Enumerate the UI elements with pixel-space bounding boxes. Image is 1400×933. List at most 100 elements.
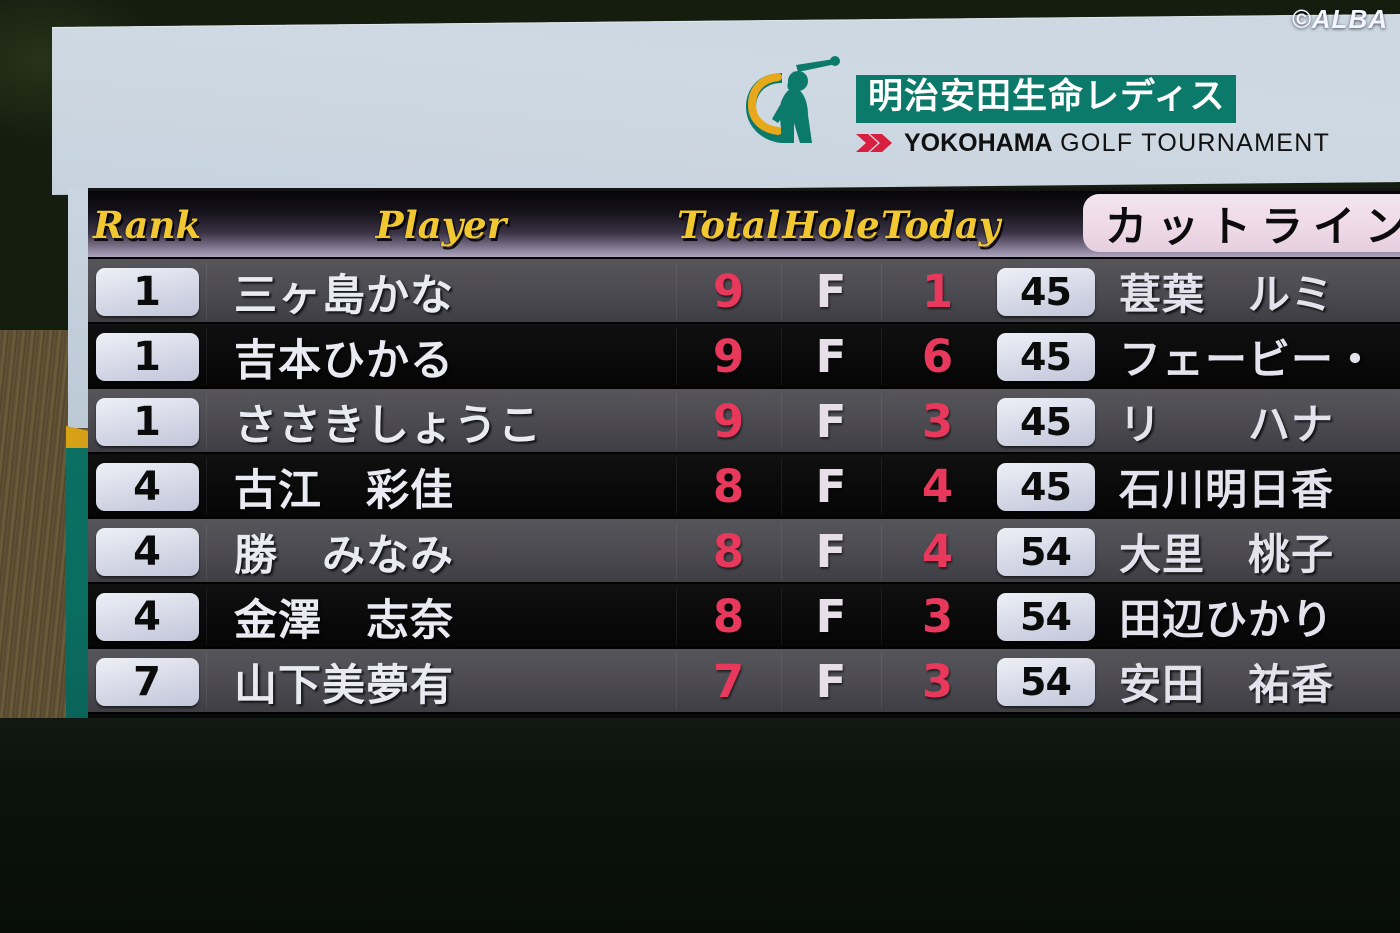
rank-cell: 1	[88, 332, 206, 381]
today-value: 1	[921, 265, 954, 318]
player-name: 三ヶ島かな	[234, 270, 454, 321]
table-row[interactable]: 4 金澤 志奈 8 F 3 54 田辺ひかり	[88, 584, 1400, 649]
table-row[interactable]: 4 古江 彩佳 8 F 4 45 石川明日香	[88, 454, 1400, 519]
total-cell: 9	[676, 265, 781, 318]
hole-value: F	[815, 655, 847, 708]
cutline-badge: 45	[996, 462, 1095, 511]
today-cell: 4	[881, 460, 994, 513]
chevron-right-icon	[856, 132, 898, 154]
today-value: 6	[921, 330, 954, 383]
rank-cell: 4	[88, 462, 206, 511]
table-row[interactable]: 1 吉本ひかる 9 F 6 45 フェービー・	[88, 324, 1400, 389]
cutline-player-cell: 石川明日香	[1097, 456, 1400, 517]
player-cell: 山下美夢有	[206, 651, 676, 713]
cutline-score-cell: 45	[994, 397, 1097, 446]
rank-badge: 4	[95, 462, 199, 511]
column-divider	[676, 588, 677, 645]
cutline-header-pill: カットライン	[1083, 194, 1400, 252]
column-divider	[881, 523, 882, 580]
column-divider	[676, 263, 677, 320]
today-cell: 4	[881, 525, 994, 578]
today-value: 4	[921, 460, 954, 513]
rank-cell: 4	[88, 592, 206, 641]
rank-cell: 7	[88, 657, 206, 706]
rank-value: 4	[133, 528, 161, 575]
column-divider	[781, 263, 782, 320]
cutline-player-name: 葚葉 ルミ	[1119, 270, 1335, 319]
column-divider	[206, 588, 207, 645]
cutline-badge: 54	[996, 657, 1095, 706]
total-value: 8	[712, 525, 745, 578]
leaderboard-header-row: Rank Player Total Hole Today カットライン	[88, 191, 1400, 259]
cutline-value: 45	[1020, 464, 1072, 509]
column-divider	[881, 458, 882, 515]
player-cell: 金澤 志奈	[206, 586, 676, 648]
rank-value: 4	[133, 463, 161, 510]
cutline-badge: 45	[996, 267, 1095, 316]
today-cell: 3	[881, 395, 994, 448]
bottom-dark-panel	[0, 718, 1400, 933]
row-divider	[88, 647, 1400, 649]
total-cell: 8	[676, 590, 781, 643]
hole-value: F	[815, 525, 847, 578]
column-divider	[206, 653, 207, 710]
row-divider	[88, 452, 1400, 454]
hole-value: F	[815, 330, 847, 383]
table-row[interactable]: 1 ささきしょうこ 9 F 3 45 リ ハナ	[88, 389, 1400, 454]
logo-subtitle: YOKOHAMA GOLF TOURNAMENT	[856, 129, 1330, 158]
column-divider	[206, 458, 207, 515]
cutline-player-cell: 田辺ひかり	[1097, 586, 1400, 647]
column-divider	[881, 263, 882, 320]
cutline-badge: 45	[996, 397, 1095, 446]
column-header-rank: Rank	[92, 203, 202, 247]
cutline-badge: 54	[996, 527, 1095, 576]
cutline-player-cell: フェービー・	[1097, 326, 1400, 387]
logo-title-bar: 明治安田生命レディス	[856, 75, 1236, 123]
total-cell: 8	[676, 460, 781, 513]
hole-cell: F	[781, 460, 881, 513]
hole-value: F	[815, 395, 847, 448]
rank-badge: 1	[95, 332, 199, 381]
logo-brand-text: YOKOHAMA	[904, 128, 1053, 157]
logo-event-text: GOLF TOURNAMENT	[1060, 128, 1331, 157]
table-row[interactable]: 4 勝 みなみ 8 F 4 54 大里 桃子	[88, 519, 1400, 584]
column-divider	[206, 523, 207, 580]
cutline-value: 45	[1020, 334, 1072, 379]
cutline-score-cell: 45	[994, 462, 1097, 511]
leaderboard: Rank Player Total Hole Today カットライン 1 三ヶ島…	[88, 188, 1400, 718]
logo-text-block: 明治安田生命レディス YOKOHAMA GOLF TOURNAMENT	[856, 55, 1330, 158]
table-row[interactable]: 1 三ヶ島かな 9 F 1 45 葚葉 ルミ	[88, 259, 1400, 324]
hole-value: F	[815, 590, 847, 643]
today-cell: 6	[881, 330, 994, 383]
total-value: 7	[712, 655, 745, 708]
today-value: 3	[921, 590, 954, 643]
cutline-value: 54	[1020, 529, 1072, 574]
total-cell: 7	[676, 655, 781, 708]
today-cell: 3	[881, 590, 994, 643]
player-name: 勝 みなみ	[234, 530, 454, 581]
row-divider	[88, 712, 1400, 714]
column-divider	[781, 653, 782, 710]
column-divider	[781, 458, 782, 515]
cutline-header-text: カットライン	[1105, 201, 1400, 251]
player-name: 金澤 志奈	[234, 595, 454, 646]
table-row[interactable]: 7 山下美夢有 7 F 3 54 安田 祐香	[88, 649, 1400, 714]
column-divider	[676, 523, 677, 580]
rank-badge: 4	[95, 527, 199, 576]
cutline-value: 54	[1020, 659, 1072, 704]
hole-cell: F	[781, 265, 881, 318]
rank-badge: 7	[95, 657, 199, 706]
cutline-player-name: フェービー・	[1119, 335, 1378, 384]
cutline-player-name: リ ハナ	[1119, 400, 1335, 449]
total-cell: 9	[676, 395, 781, 448]
total-cell: 8	[676, 525, 781, 578]
hole-cell: F	[781, 330, 881, 383]
rank-cell: 1	[88, 267, 206, 316]
header-row-divider	[88, 257, 1400, 259]
row-divider	[88, 582, 1400, 584]
cutline-player-cell: 安田 祐香	[1097, 651, 1400, 712]
today-cell: 3	[881, 655, 994, 708]
column-divider	[206, 328, 207, 385]
cutline-score-cell: 54	[994, 592, 1097, 641]
rank-badge: 4	[95, 592, 199, 641]
